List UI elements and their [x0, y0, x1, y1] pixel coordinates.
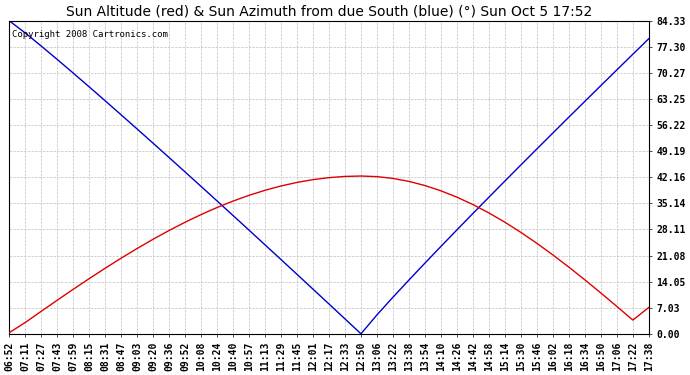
Title: Sun Altitude (red) & Sun Azimuth from due South (blue) (°) Sun Oct 5 17:52: Sun Altitude (red) & Sun Azimuth from du… — [66, 4, 592, 18]
Text: Copyright 2008 Cartronics.com: Copyright 2008 Cartronics.com — [12, 30, 168, 39]
